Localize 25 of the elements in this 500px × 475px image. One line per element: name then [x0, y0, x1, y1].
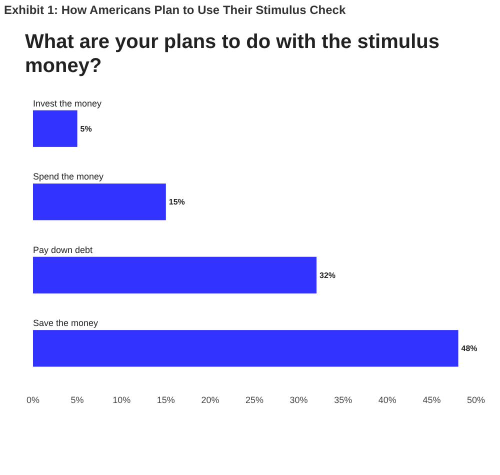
- x-tick-label: 20%: [201, 395, 220, 405]
- x-tick-label: 50%: [466, 395, 486, 405]
- y-tick-label: Spend the money: [33, 172, 104, 182]
- y-tick-label: Save the money: [33, 318, 99, 328]
- data-label: 15%: [168, 198, 185, 207]
- x-tick-label: 0%: [26, 395, 40, 405]
- bar: [33, 330, 458, 367]
- data-label: 32%: [320, 270, 336, 280]
- x-tick-label: 30%: [290, 395, 308, 405]
- x-tick-label: 35%: [334, 395, 352, 405]
- data-label: 5%: [80, 124, 92, 134]
- bar: [33, 256, 317, 294]
- x-tick-label: 45%: [422, 395, 441, 405]
- y-tick-label: Invest the money: [33, 98, 102, 108]
- x-tick-label: 5%: [70, 395, 84, 405]
- chart-title: Exhibit 1: How Americans Plan to Use Their Stimulus Check: [4, 3, 346, 17]
- bar: [33, 184, 166, 220]
- x-tick-label: 10%: [112, 395, 131, 405]
- x-tick-label: 15%: [156, 395, 175, 405]
- data-label: 48%: [461, 344, 478, 354]
- x-tick-label: 40%: [378, 395, 396, 405]
- y-tick-label: Pay down debt: [33, 244, 94, 255]
- chart-subtitle: What are your plans to do with the stimulus money?: [25, 31, 440, 77]
- x-tick-label: 25%: [245, 395, 264, 405]
- bar: [33, 110, 78, 147]
